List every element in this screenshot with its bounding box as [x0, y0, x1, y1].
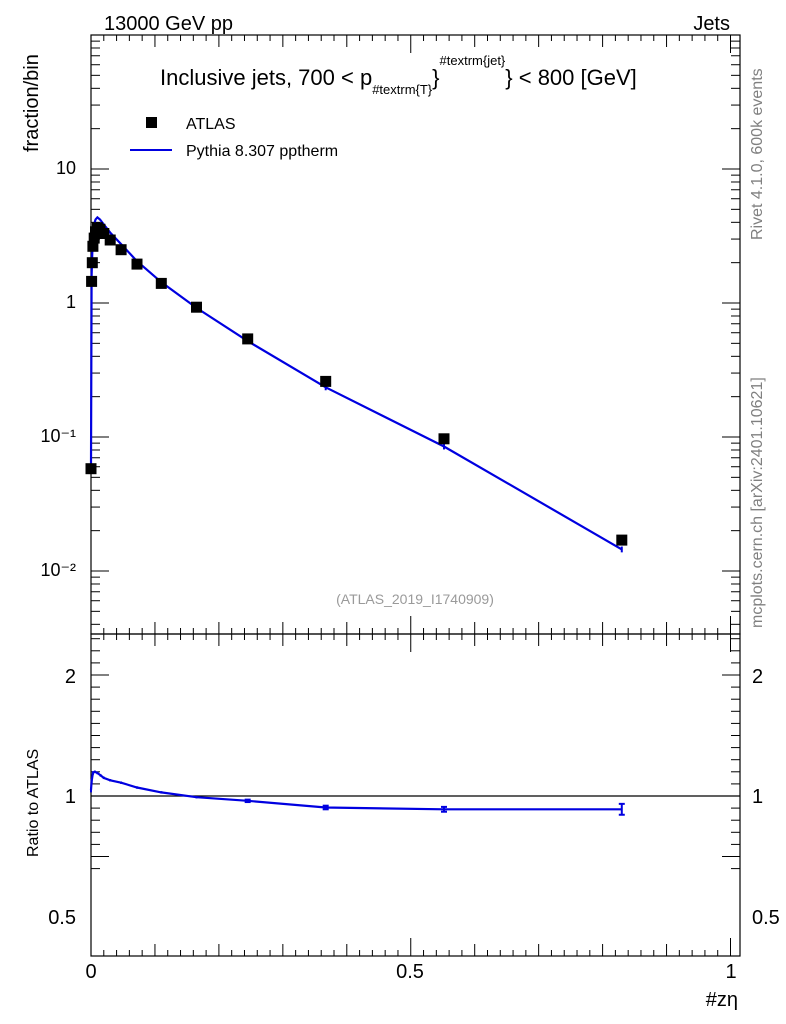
- ratio-mc-line: [89, 770, 622, 811]
- atlas-data-point: [320, 375, 332, 387]
- title-sub-brace: }: [432, 65, 439, 90]
- ratio-tick-label-0.5-right: 0.5: [752, 907, 780, 929]
- legend-data-label: ATLAS: [186, 116, 236, 133]
- main-y-axis-label: fraction/bin: [21, 54, 43, 152]
- main-axis-ticks: [90, 34, 740, 634]
- title-main: Inclusive jets, 700 < p: [160, 65, 372, 90]
- ratio-tick-label-2-left: 2: [65, 666, 76, 688]
- analysis-watermark: (ATLAS_2019_I1740909): [336, 591, 494, 607]
- atlas-data-point: [86, 257, 98, 269]
- atlas-data-point: [88, 232, 100, 244]
- atlas-data-point: [85, 463, 97, 475]
- atlas-data-point: [131, 258, 143, 270]
- ratio-tick-label-1-right: 1: [752, 786, 763, 808]
- atlas-data-point: [155, 277, 167, 289]
- atlas-data-point: [191, 301, 202, 313]
- x-tick-label-0.5: 0.5: [396, 961, 424, 983]
- ratio-tick-label-0.5-left: 0.5: [48, 907, 76, 929]
- y-tick-label-0.01: 10⁻²: [40, 560, 76, 580]
- ratio-y-axis-label: Ratio to ATLAS: [25, 749, 42, 857]
- header-energy-label: 13000 GeV pp: [104, 13, 233, 35]
- atlas-data-point: [87, 240, 99, 252]
- x-axis-label: #zη: [706, 989, 738, 1011]
- legend-data-marker: [146, 117, 157, 128]
- atlas-data-point: [98, 228, 110, 239]
- rivet-version-label: Rivet 4.1.0, 600k events: [749, 68, 766, 240]
- atlas-data-point: [242, 333, 254, 345]
- title-tail: } < 800 [GeV]: [505, 65, 636, 90]
- y-tick-label-0.1: 10⁻¹: [40, 426, 76, 446]
- ratio-tick-label-2-right: 2: [752, 666, 763, 688]
- title-superscript: #textrm{jet}: [440, 53, 506, 68]
- x-tick-label-1: 1: [725, 961, 736, 983]
- ratio-tick-label-1-left: 1: [65, 786, 76, 808]
- mcplots-reference-label: mcplots.cern.ch [arXiv:2401.10621]: [749, 377, 766, 628]
- mc-series-line: [89, 215, 623, 551]
- main-plot-content: [85, 215, 628, 553]
- atlas-data-point: [438, 433, 450, 445]
- ratio-axis-ticks: [90, 634, 740, 956]
- y-tick-label-1: 1: [66, 292, 76, 312]
- ratio-panel-frame: [90, 633, 741, 957]
- ratio-plot-content: [89, 770, 740, 816]
- y-tick-label-10: 10: [56, 158, 76, 178]
- atlas-data-point: [86, 275, 98, 287]
- x-tick-label-0: 0: [85, 961, 96, 983]
- header-jets-label: Jets: [693, 13, 730, 35]
- atlas-data-point: [104, 234, 116, 246]
- atlas-data-point: [115, 244, 127, 256]
- title-subscript: #textrm{T}: [372, 82, 433, 97]
- plot-title: Inclusive jets, 700 < p#textrm{T}}#textr…: [160, 53, 637, 97]
- atlas-data-point: [616, 534, 628, 546]
- legend-mc-label: Pythia 8.307 pptherm: [186, 143, 338, 160]
